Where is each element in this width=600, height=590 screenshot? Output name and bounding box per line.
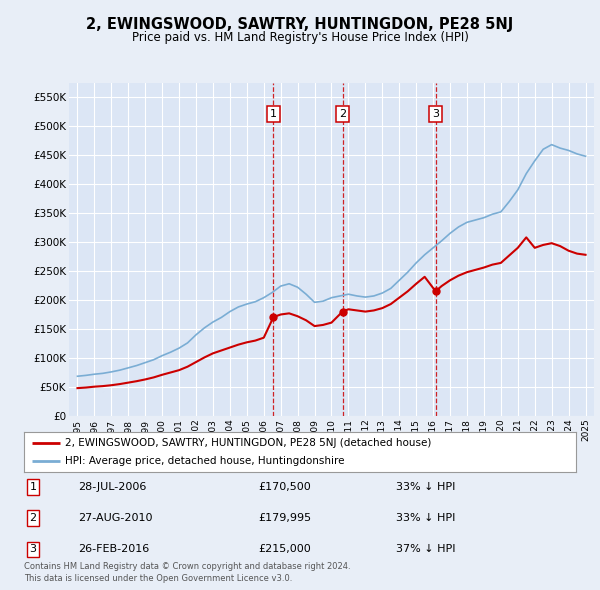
Text: 33% ↓ HPI: 33% ↓ HPI xyxy=(396,482,455,491)
Text: 37% ↓ HPI: 37% ↓ HPI xyxy=(396,545,455,554)
Text: 2, EWINGSWOOD, SAWTRY, HUNTINGDON, PE28 5NJ (detached house): 2, EWINGSWOOD, SAWTRY, HUNTINGDON, PE28 … xyxy=(65,438,432,448)
Text: 2: 2 xyxy=(29,513,37,523)
Text: This data is licensed under the Open Government Licence v3.0.: This data is licensed under the Open Gov… xyxy=(24,574,292,583)
Text: 26-FEB-2016: 26-FEB-2016 xyxy=(78,545,149,554)
Text: 28-JUL-2006: 28-JUL-2006 xyxy=(78,482,146,491)
Text: 3: 3 xyxy=(432,109,439,119)
Text: 1: 1 xyxy=(29,482,37,491)
Text: 2: 2 xyxy=(339,109,346,119)
Text: Contains HM Land Registry data © Crown copyright and database right 2024.: Contains HM Land Registry data © Crown c… xyxy=(24,562,350,571)
Text: 33% ↓ HPI: 33% ↓ HPI xyxy=(396,513,455,523)
Text: 1: 1 xyxy=(270,109,277,119)
Text: £170,500: £170,500 xyxy=(258,482,311,491)
Text: 2, EWINGSWOOD, SAWTRY, HUNTINGDON, PE28 5NJ: 2, EWINGSWOOD, SAWTRY, HUNTINGDON, PE28 … xyxy=(86,17,514,31)
Text: 27-AUG-2010: 27-AUG-2010 xyxy=(78,513,152,523)
Text: Price paid vs. HM Land Registry's House Price Index (HPI): Price paid vs. HM Land Registry's House … xyxy=(131,31,469,44)
Text: £215,000: £215,000 xyxy=(258,545,311,554)
Text: 3: 3 xyxy=(29,545,37,554)
Text: £179,995: £179,995 xyxy=(258,513,311,523)
Text: HPI: Average price, detached house, Huntingdonshire: HPI: Average price, detached house, Hunt… xyxy=(65,456,345,466)
